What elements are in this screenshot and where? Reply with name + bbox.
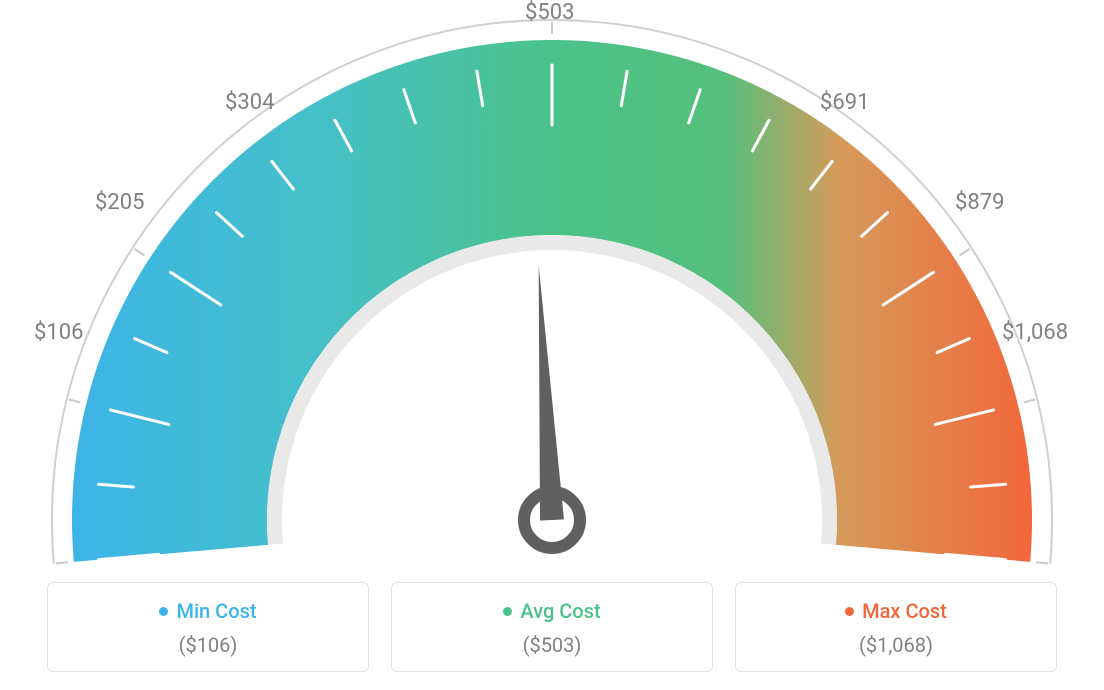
legend-value-max: ($1,068) bbox=[736, 633, 1056, 657]
gauge-tick-label: $503 bbox=[525, 0, 574, 25]
legend-row: Min Cost ($106) Avg Cost ($503) Max Cost… bbox=[0, 582, 1104, 672]
gauge-tick-label: $691 bbox=[820, 90, 869, 115]
legend-card-max: Max Cost ($1,068) bbox=[735, 582, 1057, 672]
gauge-tick-label: $1,068 bbox=[1002, 320, 1068, 345]
dot-icon bbox=[845, 607, 854, 616]
gauge-tick-label: $205 bbox=[95, 190, 144, 215]
legend-value-min: ($106) bbox=[48, 633, 368, 657]
gauge-tick-label: $106 bbox=[34, 320, 83, 345]
legend-card-min: Min Cost ($106) bbox=[47, 582, 369, 672]
cost-gauge: $106 $205 $304 $503 $691 $879 $1,068 bbox=[0, 0, 1104, 560]
legend-value-avg: ($503) bbox=[392, 633, 712, 657]
gauge-tick-label: $879 bbox=[955, 190, 1004, 215]
legend-card-avg: Avg Cost ($503) bbox=[391, 582, 713, 672]
legend-title-text: Max Cost bbox=[862, 599, 947, 623]
dot-icon bbox=[503, 607, 512, 616]
legend-title-text: Avg Cost bbox=[520, 599, 600, 623]
legend-title-max: Max Cost bbox=[845, 599, 947, 623]
legend-title-avg: Avg Cost bbox=[503, 599, 600, 623]
gauge-svg bbox=[0, 10, 1104, 570]
legend-title-min: Min Cost bbox=[159, 599, 256, 623]
legend-title-text: Min Cost bbox=[176, 599, 256, 623]
dot-icon bbox=[159, 607, 168, 616]
gauge-tick-label: $304 bbox=[225, 90, 274, 115]
